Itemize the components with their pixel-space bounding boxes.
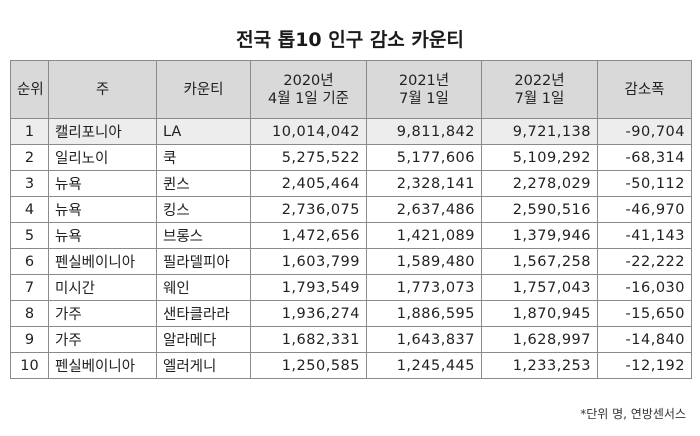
cell-state: 가주 bbox=[48, 300, 157, 327]
header-2022: 2022년 7월 1일 bbox=[481, 60, 598, 119]
cell-y2020: 1,682,331 bbox=[250, 326, 367, 353]
cell-change: -16,030 bbox=[597, 274, 692, 301]
cell-county: 알라메다 bbox=[156, 326, 251, 353]
cell-state: 가주 bbox=[48, 326, 157, 353]
cell-y2022: 1,757,043 bbox=[481, 274, 598, 301]
header-2020-date: 4월 1일 기준 bbox=[267, 90, 350, 107]
header-2020-year: 2020년 bbox=[283, 72, 334, 89]
cell-county: LA bbox=[156, 118, 251, 145]
cell-county: 브롱스 bbox=[156, 222, 251, 249]
cell-rank: 7 bbox=[10, 274, 49, 301]
cell-y2020: 2,405,464 bbox=[250, 170, 367, 197]
table-row: 10 펜실베이니아 엘러게니 1,250,585 1,245,445 1,233,253-… bbox=[10, 352, 692, 379]
cell-county: 필라델피아 bbox=[156, 248, 251, 275]
header-2022-date: 7월 1일 bbox=[514, 90, 565, 107]
cell-y2021: 1,589,480 bbox=[366, 248, 482, 275]
table-row: 7 미시간 웨인 1,793,549 1,773,073 1,757,043 -16,030 bbox=[10, 274, 692, 301]
cell-y2020: 1,936,274 bbox=[250, 300, 367, 327]
header-county: 카운티 bbox=[156, 60, 251, 119]
cell-y2022: 1,870,945 bbox=[481, 300, 598, 327]
cell-y2020: 5,275,522 bbox=[250, 144, 367, 171]
cell-y2022: 1,567,258 bbox=[481, 248, 598, 275]
header-rank: 순위 bbox=[10, 60, 49, 119]
cell-change: -15,650 bbox=[597, 300, 692, 327]
cell-state: 펜실베이니아 bbox=[48, 352, 157, 379]
cell-change: -12,192 bbox=[597, 352, 692, 379]
table-row: 2 일리노이 쿡 5,275,522 5,177,606 5,109,292 -68,314 bbox=[10, 144, 692, 171]
cell-y2021: 2,637,486 bbox=[366, 196, 482, 223]
cell-y2022: 5,109,292 bbox=[481, 144, 598, 171]
table-row: 8 가주 샌타클라라 1,936,274 1,886,595 1,870,945 -15,6… bbox=[10, 300, 692, 327]
cell-county: 엘러게니 bbox=[156, 352, 251, 379]
cell-rank: 10 bbox=[10, 352, 49, 379]
cell-y2022: 9,721,138 bbox=[481, 118, 598, 145]
header-2022-year: 2022년 bbox=[514, 72, 565, 89]
cell-change: -46,970 bbox=[597, 196, 692, 223]
table-row: 4 뉴욕 킹스 2,736,075 2,637,486 2,590,516 -46,970 bbox=[10, 196, 692, 223]
cell-change: -68,314 bbox=[597, 144, 692, 171]
cell-y2021: 1,773,073 bbox=[366, 274, 482, 301]
cell-change: -90,704 bbox=[597, 118, 692, 145]
cell-county: 샌타클라라 bbox=[156, 300, 251, 327]
cell-state: 캘리포니아 bbox=[48, 118, 157, 145]
cell-rank: 3 bbox=[10, 170, 49, 197]
cell-county: 킹스 bbox=[156, 196, 251, 223]
cell-state: 뉴욕 bbox=[48, 196, 157, 223]
cell-y2021: 9,811,842 bbox=[366, 118, 482, 145]
cell-change: -50,112 bbox=[597, 170, 692, 197]
cell-y2020: 1,250,585 bbox=[250, 352, 367, 379]
table-row: 6 펜실베이니아 필라델피아 1,603,799 1,589,480 1,567,258-… bbox=[10, 248, 692, 275]
cell-rank: 1 bbox=[10, 118, 49, 145]
cell-change: -22,222 bbox=[597, 248, 692, 275]
cell-change: -14,840 bbox=[597, 326, 692, 353]
cell-rank: 2 bbox=[10, 144, 49, 171]
cell-state: 미시간 bbox=[48, 274, 157, 301]
header-2021-date: 7월 1일 bbox=[399, 90, 449, 107]
table-row: 1 캘리포니아 LA 10,014,042 9,811,842 9,721,138 -90,… bbox=[10, 118, 692, 145]
cell-rank: 4 bbox=[10, 196, 49, 223]
header-row: 순위 주 카운티 2020년 4월 1일 기준 2021년 7월 1일 2022… bbox=[10, 60, 692, 119]
cell-y2020: 10,014,042 bbox=[250, 118, 367, 145]
cell-rank: 5 bbox=[10, 222, 49, 249]
cell-y2022: 2,590,516 bbox=[481, 196, 598, 223]
cell-y2022: 2,278,029 bbox=[481, 170, 598, 197]
cell-y2021: 2,328,141 bbox=[366, 170, 482, 197]
cell-y2022: 1,628,997 bbox=[481, 326, 598, 353]
table-row: 9 가주 알라메다 1,682,331 1,643,837 1,628,997 -14,84… bbox=[10, 326, 692, 353]
header-2020: 2020년 4월 1일 기준 bbox=[250, 60, 367, 119]
cell-state: 뉴욕 bbox=[48, 222, 157, 249]
table-title: 전국 톱10 인구 감소 카운티 bbox=[236, 29, 464, 51]
cell-y2020: 1,603,799 bbox=[250, 248, 367, 275]
cell-county: 웨인 bbox=[156, 274, 251, 301]
cell-y2022: 1,233,253 bbox=[481, 352, 598, 379]
cell-y2020: 1,472,656 bbox=[250, 222, 367, 249]
table-body: 1 캘리포니아 LA 10,014,042 9,811,842 9,721,138 -90,… bbox=[10, 118, 692, 379]
cell-rank: 6 bbox=[10, 248, 49, 275]
cell-county: 쿡 bbox=[156, 144, 251, 171]
cell-rank: 8 bbox=[10, 300, 49, 327]
cell-state: 펜실베이니아 bbox=[48, 248, 157, 275]
cell-y2021: 1,886,595 bbox=[366, 300, 482, 327]
cell-y2021: 1,245,445 bbox=[366, 352, 482, 379]
cell-y2021: 1,643,837 bbox=[366, 326, 482, 353]
cell-y2022: 1,379,946 bbox=[481, 222, 598, 249]
header-change: 감소폭 bbox=[597, 60, 692, 119]
cell-change: -41,143 bbox=[597, 222, 692, 249]
cell-y2021: 5,177,606 bbox=[366, 144, 482, 171]
table-row: 3 뉴욕 퀸스 2,405,464 2,328,141 2,278,029 -50,112 bbox=[10, 170, 692, 197]
cell-state: 일리노이 bbox=[48, 144, 157, 171]
header-2021-year: 2021년 bbox=[398, 72, 450, 89]
cell-rank: 9 bbox=[10, 326, 49, 353]
cell-county: 퀸스 bbox=[156, 170, 251, 197]
header-state: 주 bbox=[48, 60, 157, 119]
table-row: 5 뉴욕 브롱스 1,472,656 1,421,089 1,379,946 -41,143 bbox=[10, 222, 692, 249]
cell-y2021: 1,421,089 bbox=[366, 222, 482, 249]
cell-y2020: 2,736,075 bbox=[250, 196, 367, 223]
source-note: *단위 명, 연방센서스 bbox=[580, 407, 686, 421]
population-table: 순위 주 카운티 2020년 4월 1일 기준 2021년 7월 1일 2022… bbox=[10, 60, 692, 379]
header-2021: 2021년 7월 1일 bbox=[366, 60, 482, 119]
cell-y2020: 1,793,549 bbox=[250, 274, 367, 301]
cell-state: 뉴욕 bbox=[48, 170, 157, 197]
